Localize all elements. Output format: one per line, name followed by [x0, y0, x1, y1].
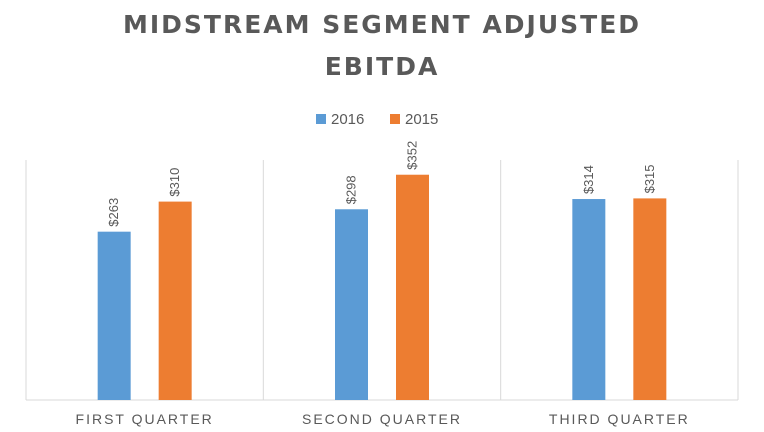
- legend: 2016 2015: [316, 111, 438, 128]
- category-label-1: FIRST QUARTER: [76, 411, 214, 427]
- plot-area: $263 $310 FIRST QUARTER $298 $352 SECOND QUAR…: [25, 141, 739, 427]
- data-label-2016-3: $314: [581, 165, 596, 194]
- bar-2015-3: [633, 198, 667, 400]
- category-label-2: SECOND QUARTER: [302, 411, 462, 427]
- category-label-3: THIRD QUARTER: [549, 411, 690, 427]
- legend-label-2015: 2015: [405, 111, 438, 128]
- data-label-2015-1: $310: [167, 168, 182, 197]
- legend-swatch-2015: [390, 114, 400, 124]
- bar-2015-2: [396, 174, 429, 400]
- data-label-2015-3: $315: [642, 164, 657, 193]
- bar-2016-3: [572, 199, 606, 400]
- chart-title: MIDSTREAM SEGMENT ADJUSTED EBITDA: [123, 10, 641, 81]
- bar-2016-1: [97, 231, 131, 400]
- chart-title-line-2: EBITDA: [325, 52, 440, 81]
- bar-2015-1: [158, 201, 192, 400]
- bar-2016-2: [335, 209, 368, 400]
- data-label-2016-1: $263: [106, 198, 121, 227]
- data-label-2015-2: $352: [405, 141, 420, 170]
- chart-title-line-1: MIDSTREAM SEGMENT ADJUSTED: [123, 10, 641, 39]
- legend-label-2016: 2016: [331, 111, 364, 128]
- data-label-2016-2: $298: [344, 175, 359, 204]
- legend-swatch-2016: [316, 114, 326, 124]
